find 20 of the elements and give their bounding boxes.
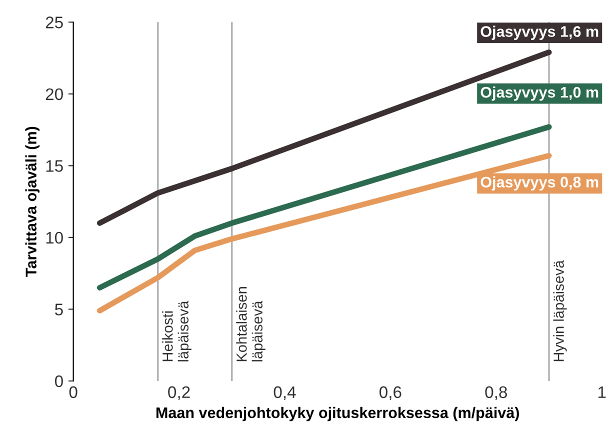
series-label: Ojasyvyys 0,8 m <box>480 176 598 191</box>
x-tick-label: 0,4 <box>274 386 296 400</box>
x-tick-label: 0,8 <box>485 386 507 400</box>
y-tick-label: 25 <box>46 16 63 28</box>
y-tick-label: 0 <box>54 375 63 388</box>
ref-line-label: Kohtalaisen läpäisevä <box>236 287 266 362</box>
x-axis-title: Maan vedenjohtokyky ojituskerroksessa (m/päivä) <box>156 406 519 422</box>
text: Ojasyvyys 1,0 m <box>480 86 598 101</box>
y-tick-label: 5 <box>54 304 63 316</box>
y-tick-label: 20 <box>46 88 63 100</box>
x-tick-label: 0,6 <box>379 386 402 400</box>
x-tick-label: 0,2 <box>168 386 190 400</box>
ref-line-label: Hyvin läpäisevä <box>553 260 567 362</box>
x-tick-label: 0 <box>69 386 78 398</box>
y-axis-title: Tarvittava ojaväli (m) <box>25 126 40 277</box>
x-tick-label: 1 <box>598 386 606 398</box>
ref-line-label: Heikosti läpäisevä <box>162 300 192 362</box>
y-tick-label: 10 <box>46 232 63 244</box>
y-tick-label: 15 <box>46 160 63 172</box>
series-label: Ojasyvyys 1,6 m <box>480 26 598 40</box>
